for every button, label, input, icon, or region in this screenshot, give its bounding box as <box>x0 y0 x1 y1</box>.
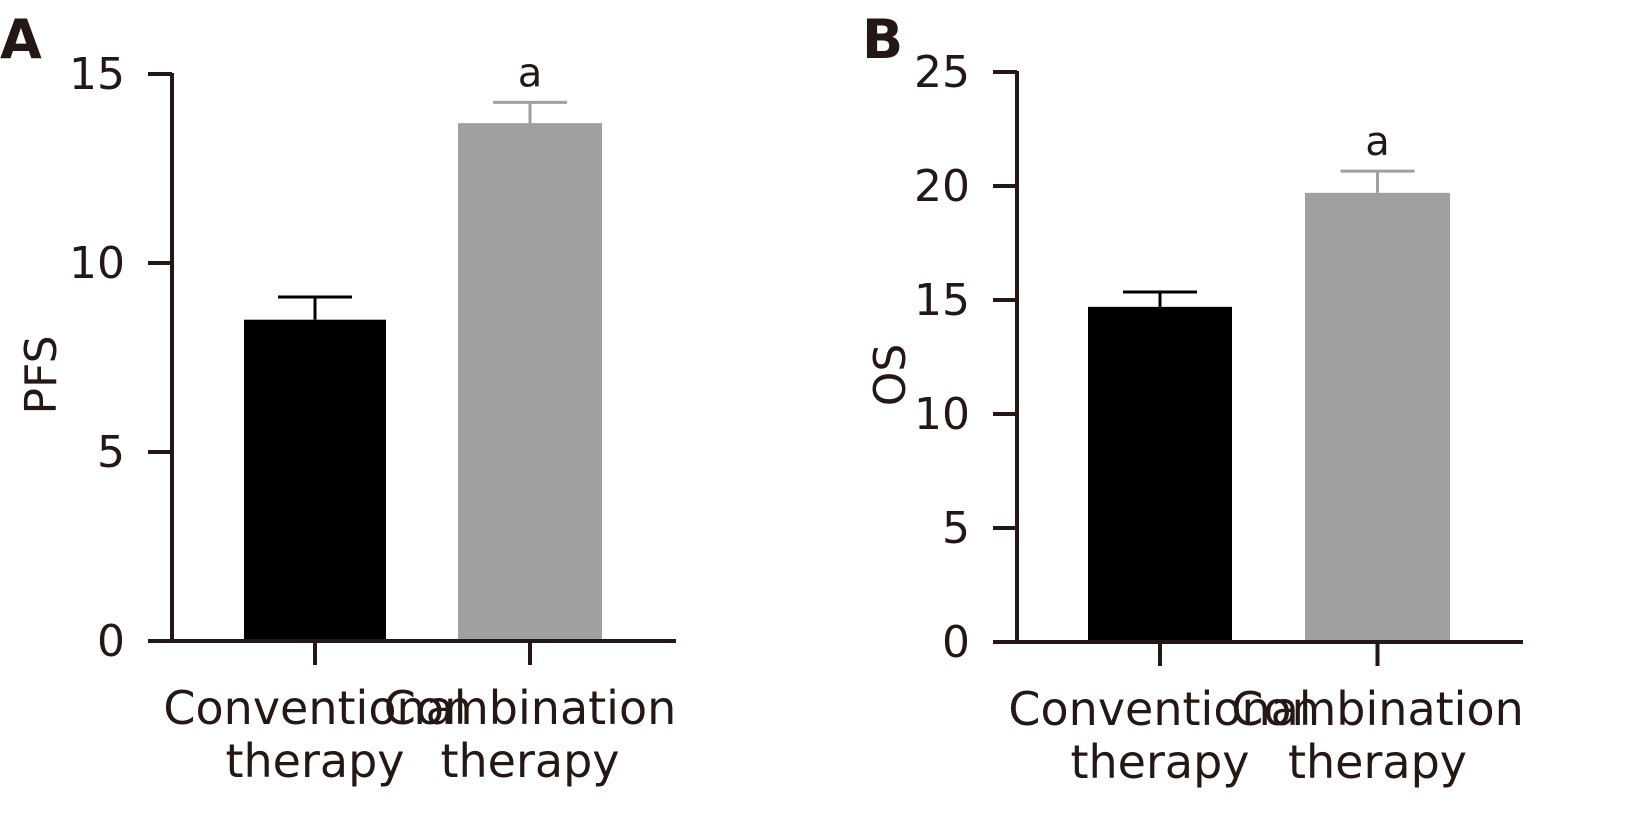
panel-b-y-tick-label-15: 15 <box>914 275 970 326</box>
panel-b-bar-1 <box>1088 306 1232 642</box>
panel-a-x-category-label-1-line-1: Conventional <box>163 681 466 735</box>
panel-a-letter: A <box>0 8 42 71</box>
panel-b-x-category-label-1-line-2: therapy <box>1070 735 1249 789</box>
panel-a-chart: A PFS a 0 5 10 15 ConventionaltherapyCombinat… <box>0 8 676 788</box>
panel-b-x-category-label-2-line-1: Combination <box>1231 682 1524 736</box>
panel-a-y-axis-title: PFS <box>16 336 67 415</box>
panel-a-y-tick-label-0: 0 <box>97 616 125 667</box>
panel-a-bar-2 <box>458 123 602 641</box>
panel-b-letter: B <box>862 8 903 71</box>
panel-a-y-tick-label-15: 15 <box>69 49 125 100</box>
panel-a-significance-label-2: a <box>518 50 543 96</box>
panel-a-y-tick-label-10: 10 <box>69 238 125 289</box>
panel-a-x-category-label-2-line-2: therapy <box>440 734 619 788</box>
panel-b-y-tick-label-25: 25 <box>914 47 970 98</box>
panel-b-y-tick-label-5: 5 <box>942 503 970 554</box>
panel-b-chart: B OS a 0 5 10 15 20 25 ConventionaltherapyCombi… <box>862 8 1524 789</box>
panel-b-y-tick-label-10: 10 <box>914 389 970 440</box>
panel-b-y-axis-title: OS <box>865 344 916 407</box>
panel-b-y-tick-label-0: 0 <box>942 617 970 668</box>
panel-b-x-category-label-1-line-1: Conventional <box>1008 682 1311 736</box>
panel-a-bar-1 <box>244 319 386 641</box>
panel-a-y-tick-label-5: 5 <box>97 427 125 478</box>
panel-a-x-category-label-2-line-1: Combination <box>384 681 677 735</box>
panel-b-bar-2 <box>1305 192 1450 642</box>
panel-b-significance-label-2: a <box>1365 119 1390 165</box>
panel-b-x-category-label-2-line-2: therapy <box>1288 735 1467 789</box>
panel-a-x-category-label-1-line-2: therapy <box>225 734 404 788</box>
panel-b-y-tick-label-20: 20 <box>914 161 970 212</box>
